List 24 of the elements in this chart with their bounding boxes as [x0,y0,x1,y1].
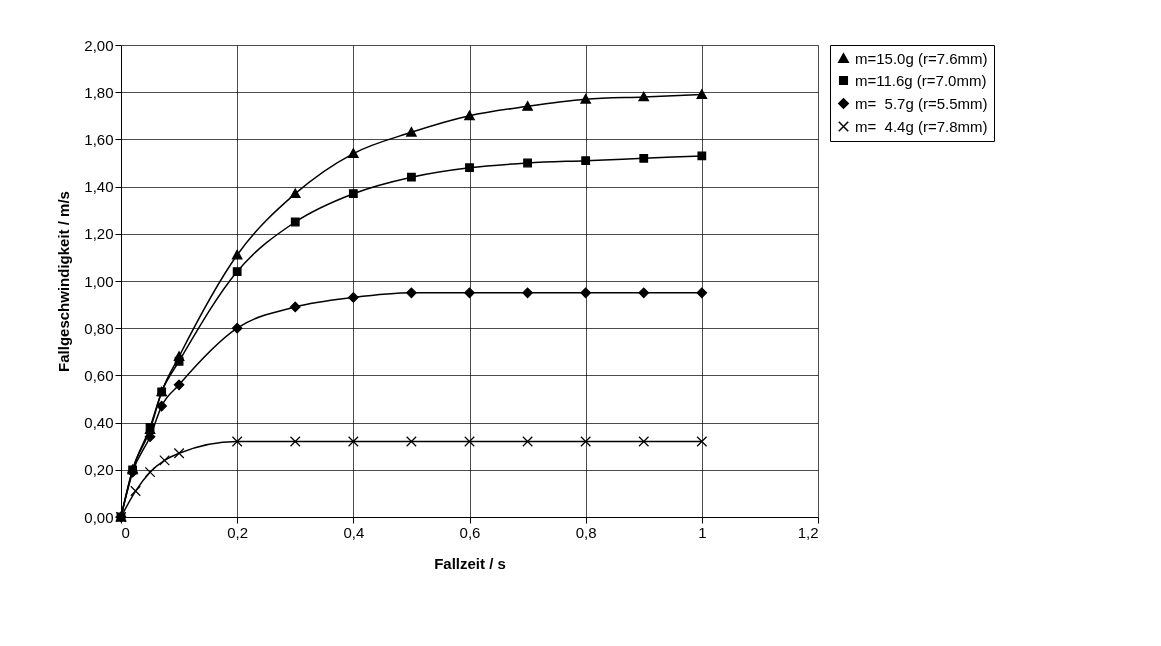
legend-label: m= 4.4g (r=7.8mm) [855,117,988,135]
y-tick-label: 1,40 [84,178,114,196]
x-tick-label: 1 [698,523,707,541]
y-tick-label: 0,60 [84,366,114,384]
y-tick-label: 0,80 [84,319,114,337]
y-tick-label: 1,20 [84,225,114,243]
x-tick-label: 1,2 [797,523,819,541]
x-tick-label: 0,8 [575,523,597,541]
x-tick-label: 0,4 [343,523,365,541]
x-tick-label: 0,2 [227,523,249,541]
legend-label: m= 5.7g (r=5.5mm) [855,94,988,112]
y-tick-label: 0,00 [84,508,114,526]
x-axis-title: Fallzeit / s [434,554,506,572]
y-tick-label: 1,80 [84,83,114,101]
y-tick-label: 0,20 [84,461,114,479]
x-tick-label: 0 [121,523,130,541]
y-tick-label: 2,00 [84,36,114,54]
legend-label: m=15.0g (r=7.6mm) [855,49,988,67]
y-tick-label: 1,00 [84,272,114,290]
x-tick-label: 0,6 [459,523,481,541]
y-axis-title: Fallgeschwindigkeit / m/s [55,191,73,372]
legend-label: m=11.6g (r=7.0mm) [855,71,987,89]
y-tick-label: 0,40 [84,414,114,432]
y-tick-label: 1,60 [84,130,114,148]
